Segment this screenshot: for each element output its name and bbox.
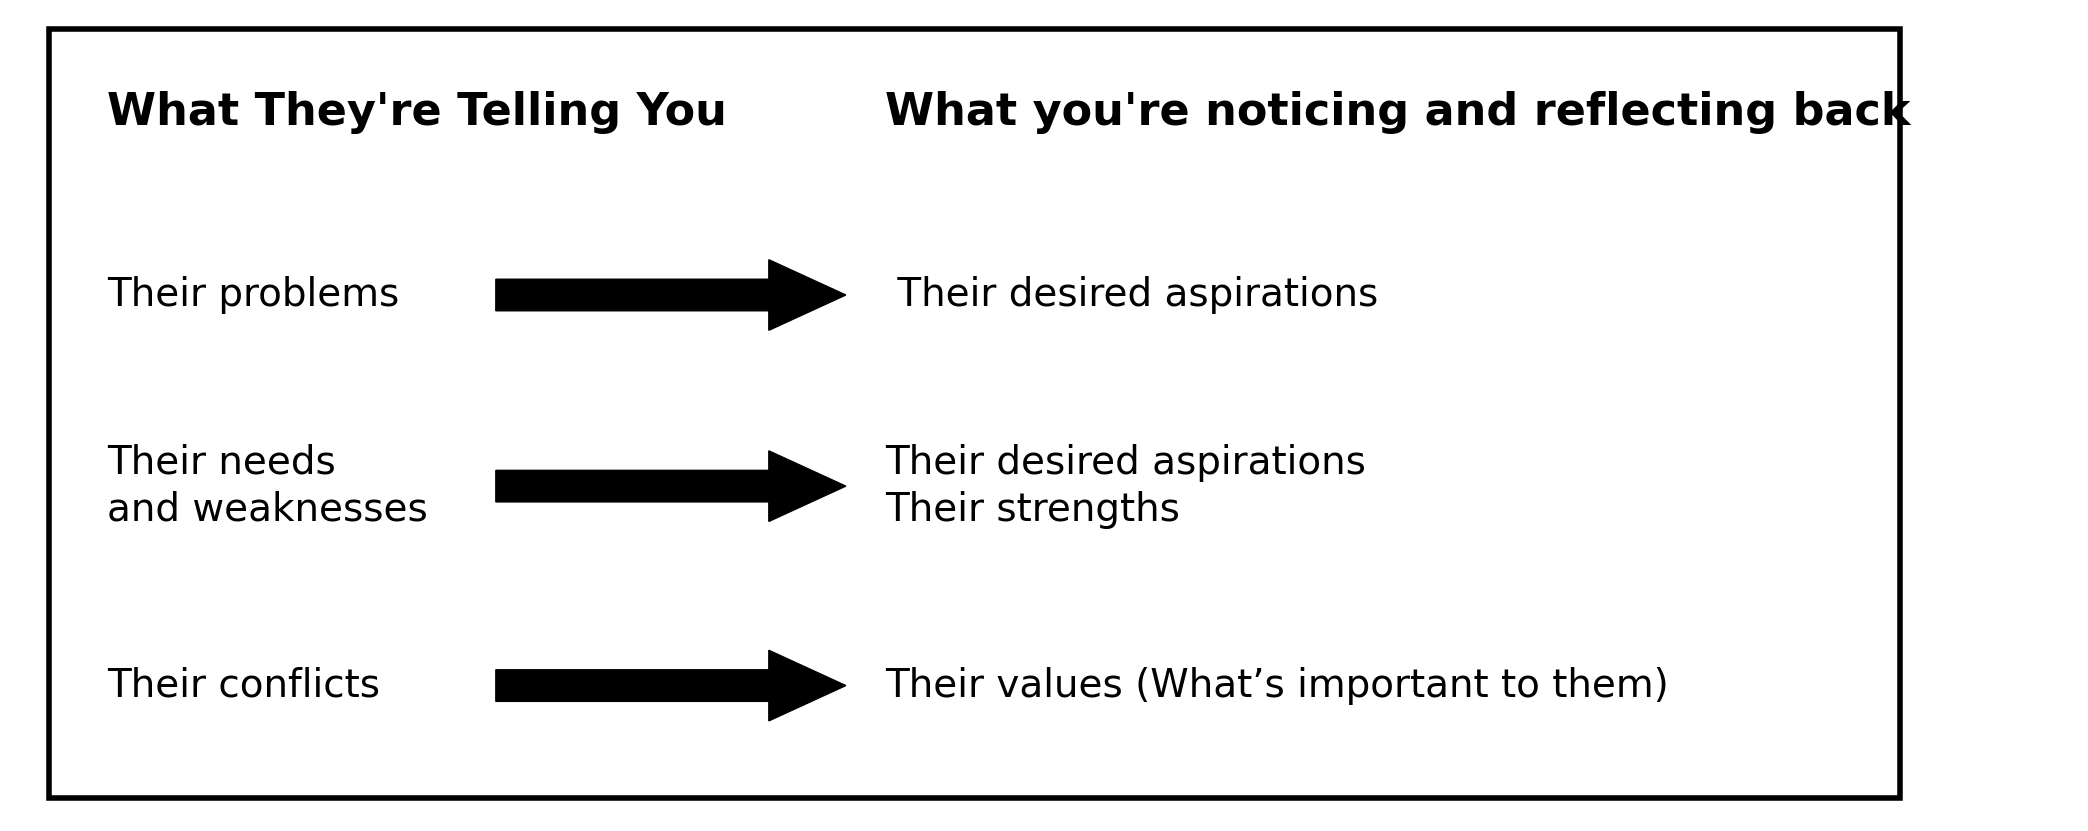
Polygon shape bbox=[495, 650, 846, 721]
Text: Their desired aspirations: Their desired aspirations bbox=[885, 276, 1378, 314]
Text: What you're noticing and reflecting back: What you're noticing and reflecting back bbox=[885, 91, 1911, 134]
Text: Their values (What’s important to them): Their values (What’s important to them) bbox=[885, 666, 1668, 705]
Text: Their problems: Their problems bbox=[106, 276, 399, 314]
FancyBboxPatch shape bbox=[48, 29, 1900, 798]
Text: Their desired aspirations
Their strengths: Their desired aspirations Their strength… bbox=[885, 444, 1366, 529]
Text: Their conflicts: Their conflicts bbox=[106, 666, 380, 705]
Text: Their needs
and weaknesses: Their needs and weaknesses bbox=[106, 444, 428, 529]
Text: What They're Telling You: What They're Telling You bbox=[106, 91, 727, 134]
Polygon shape bbox=[495, 450, 846, 522]
Polygon shape bbox=[495, 259, 846, 330]
